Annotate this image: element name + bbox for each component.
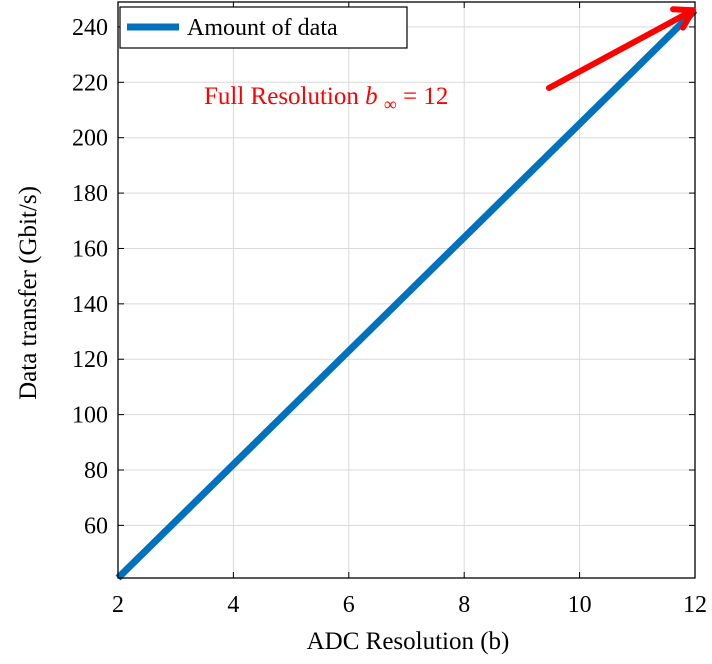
y-axis-label: Data transfer (Gbit/s) — [15, 186, 42, 400]
annotation-math-suffix: = 12 — [403, 83, 448, 110]
x-tick-label: 8 — [458, 592, 470, 618]
y-tick-label: 140 — [72, 292, 108, 318]
annotation-math-subscript: ∞ — [384, 94, 397, 114]
annotation-prefix: Full Resolution — [204, 83, 365, 110]
x-tick-label: 6 — [343, 592, 355, 618]
x-tick-labels: 2 4 6 8 10 12 — [112, 592, 707, 618]
y-tick-label: 100 — [72, 403, 108, 429]
y-tick-label: 160 — [72, 236, 108, 262]
annotation-arrow-shaft — [549, 10, 693, 88]
y-tick-label: 120 — [72, 347, 108, 373]
x-tick-label: 2 — [112, 592, 124, 618]
legend: Amount of data — [120, 7, 407, 48]
y-tick-label: 240 — [72, 15, 108, 41]
y-tick-label: 180 — [72, 181, 108, 207]
x-tick-label: 10 — [568, 592, 592, 618]
x-tick-label: 4 — [227, 592, 239, 618]
x-axis-label: ADC Resolution (b) — [307, 628, 510, 655]
annotation-text: Full Resolution b ∞ = 12 — [204, 83, 448, 116]
x-tick-label: 12 — [683, 592, 707, 618]
annotation-math-b: b — [365, 83, 378, 110]
y-tick-labels: 60 80 100 120 140 160 180 200 220 240 — [72, 15, 108, 539]
y-tick-label: 80 — [84, 458, 108, 484]
y-tick-label: 220 — [72, 70, 108, 96]
y-tick-label: 200 — [72, 126, 108, 152]
y-tick-label: 60 — [84, 513, 108, 539]
legend-label: Amount of data — [187, 15, 338, 41]
